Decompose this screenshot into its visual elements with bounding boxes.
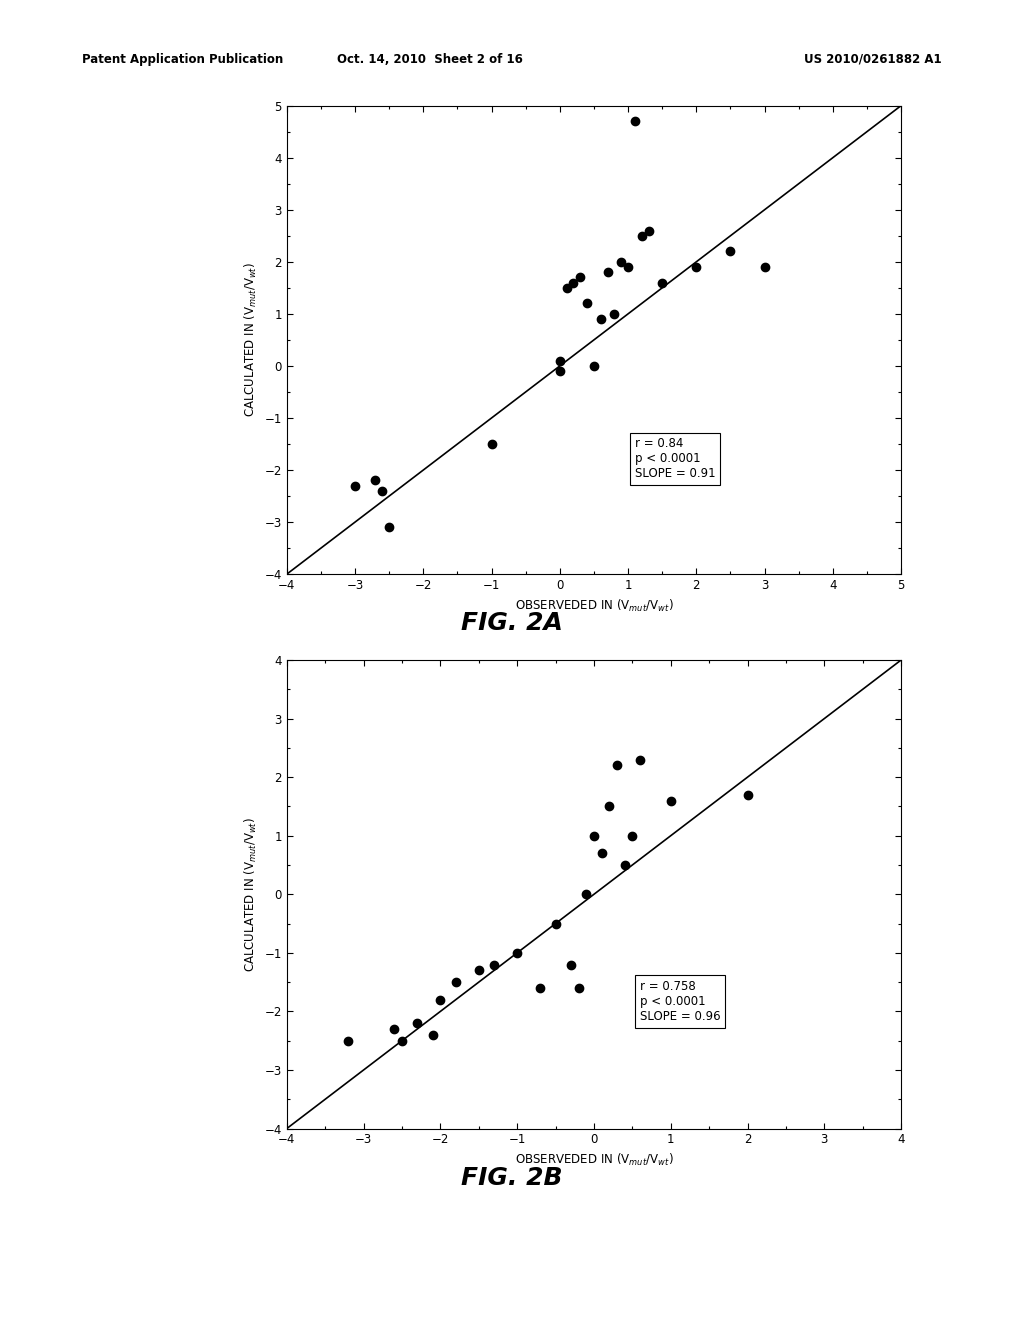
Point [640, 220, 656, 242]
Point [565, 272, 582, 293]
Point [620, 256, 636, 277]
Point [532, 977, 549, 999]
Point [509, 942, 525, 964]
Point [606, 304, 623, 325]
Point [347, 475, 364, 496]
Point [368, 470, 384, 491]
Point [471, 960, 487, 981]
Point [552, 360, 568, 381]
Point [722, 240, 738, 261]
X-axis label: OBSERVEDED IN (V$_{mut}$/V$_{wt}$): OBSERVEDED IN (V$_{mut}$/V$_{wt}$) [515, 598, 673, 614]
Point [563, 954, 580, 975]
Point [425, 1024, 441, 1045]
Point [616, 854, 633, 875]
Point [552, 350, 568, 371]
Point [599, 261, 615, 282]
Point [432, 989, 449, 1010]
Text: FIG. 2A: FIG. 2A [461, 611, 563, 635]
Point [739, 784, 756, 805]
Point [572, 267, 589, 288]
Point [386, 1019, 402, 1040]
Point [625, 825, 641, 846]
Text: r = 0.758
p < 0.0001
SLOPE = 0.96: r = 0.758 p < 0.0001 SLOPE = 0.96 [640, 981, 721, 1023]
Point [374, 480, 390, 502]
Point [613, 251, 630, 272]
Point [663, 789, 679, 810]
Point [634, 226, 650, 247]
Point [340, 1030, 356, 1051]
Point [586, 825, 602, 846]
Point [570, 977, 587, 999]
Point [410, 1012, 426, 1034]
Y-axis label: CALCULATED IN (V$_{mut}$/V$_{wt}$): CALCULATED IN (V$_{mut}$/V$_{wt}$) [243, 817, 259, 972]
Point [381, 517, 397, 539]
Point [483, 433, 500, 454]
Point [632, 748, 648, 770]
Point [558, 277, 574, 298]
Point [608, 755, 625, 776]
Text: Patent Application Publication: Patent Application Publication [82, 53, 284, 66]
Point [486, 954, 503, 975]
X-axis label: OBSERVEDED IN (V$_{mut}$/V$_{wt}$): OBSERVEDED IN (V$_{mut}$/V$_{wt}$) [515, 1152, 673, 1168]
Point [594, 842, 610, 863]
Point [548, 913, 564, 935]
Y-axis label: CALCULATED IN (V$_{mut}$/V$_{wt}$): CALCULATED IN (V$_{mut}$/V$_{wt}$) [243, 263, 259, 417]
Text: US 2010/0261882 A1: US 2010/0261882 A1 [805, 53, 942, 66]
Point [579, 293, 595, 314]
Point [394, 1030, 411, 1051]
Point [757, 256, 773, 277]
Point [579, 884, 595, 906]
Text: r = 0.84
p < 0.0001
SLOPE = 0.91: r = 0.84 p < 0.0001 SLOPE = 0.91 [635, 437, 716, 480]
Point [593, 309, 609, 330]
Point [447, 972, 464, 993]
Point [627, 111, 643, 132]
Point [601, 796, 617, 817]
Text: Oct. 14, 2010  Sheet 2 of 16: Oct. 14, 2010 Sheet 2 of 16 [337, 53, 523, 66]
Point [654, 272, 671, 293]
Point [688, 256, 705, 277]
Text: FIG. 2B: FIG. 2B [461, 1166, 563, 1189]
Point [586, 355, 602, 376]
